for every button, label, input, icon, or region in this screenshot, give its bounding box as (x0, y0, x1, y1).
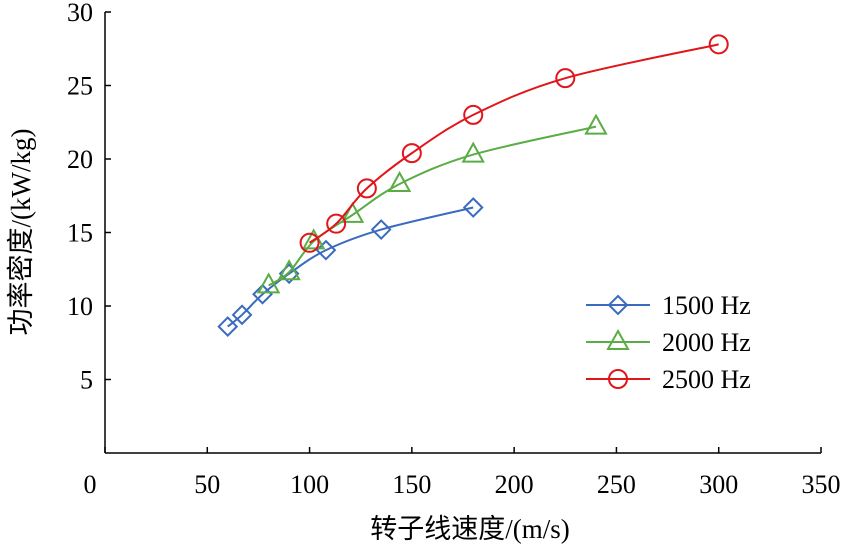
x-axis-label: 转子线速度/(m/s) (370, 514, 570, 544)
x-tick-label: 200 (495, 470, 534, 499)
series-2000-Hz (256, 113, 608, 294)
legend-label: 1500 Hz (662, 291, 751, 320)
y-tick-label: 20 (67, 145, 93, 174)
diamond-marker (315, 239, 337, 261)
series-line (268, 125, 597, 287)
circle-marker (299, 232, 320, 253)
triangle-marker (387, 170, 412, 192)
series-line (227, 206, 474, 328)
axes: 0 50 100 150 200 250 300 350 5 10 15 20 25 30 (67, 0, 841, 499)
y-tick-label: 10 (67, 292, 93, 321)
circle-marker (326, 213, 347, 234)
legend-label: 2500 Hz (662, 365, 751, 394)
legend: 1500 Hz 2000 Hz 2500 Hz (586, 291, 751, 394)
y-tick-label: 5 (80, 366, 93, 395)
x-tick-label: 0 (84, 470, 97, 499)
circle-marker (401, 143, 422, 164)
diamond-marker (370, 219, 392, 240)
circle-marker (555, 68, 576, 89)
diamond-marker (607, 294, 629, 316)
x-tick-label: 350 (802, 470, 841, 499)
triangle-marker (256, 272, 281, 294)
x-tick-label: 300 (699, 470, 738, 499)
y-tick-label: 25 (67, 72, 93, 101)
series-1500-Hz (217, 197, 484, 337)
y-axis-label: 功率密度/(kW/kg) (6, 129, 36, 336)
x-tick-label: 250 (597, 470, 636, 499)
circle-marker (708, 34, 729, 55)
legend-label: 2000 Hz (662, 328, 751, 357)
diamond-marker (462, 197, 484, 218)
series-line (308, 43, 719, 244)
x-tick-label: 150 (392, 470, 431, 499)
triangle-marker (340, 201, 365, 223)
triangle-marker (461, 141, 485, 163)
x-tick-label: 100 (290, 470, 329, 499)
y-tick-label: 15 (67, 219, 93, 248)
triangle-marker (606, 328, 630, 350)
circle-marker (463, 104, 484, 125)
diamond-marker (217, 316, 239, 337)
circle-marker (356, 178, 377, 199)
series-layer (217, 34, 729, 337)
diamond-marker (252, 283, 273, 305)
series-2500-Hz (299, 34, 729, 253)
triangle-marker (277, 259, 301, 281)
triangle-marker (584, 113, 608, 135)
circle-marker (608, 369, 628, 389)
x-tick-label: 50 (194, 470, 220, 499)
y-tick-label: 30 (67, 0, 93, 27)
diamond-marker (231, 304, 253, 326)
